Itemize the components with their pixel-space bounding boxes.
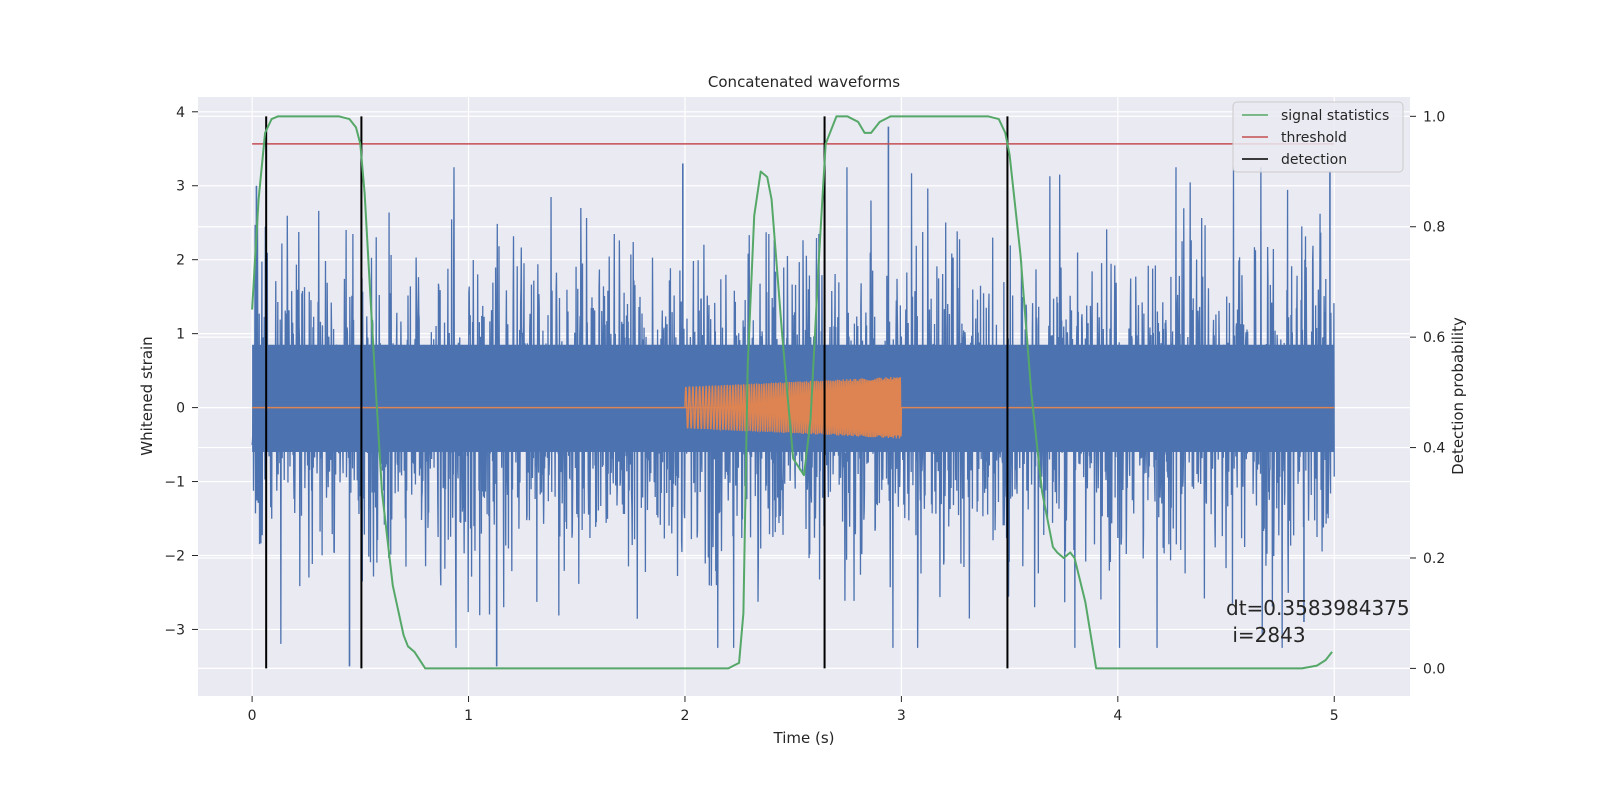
axes: 0 1 2 3 4 5 −3 −2 −1 0 1 2 3 4 0.0 0.2 0.4 0.6 0.8 1.0 xyxy=(164,105,1445,724)
x-tick-label-5: 5 xyxy=(1330,708,1339,724)
legend-label-signal-statistics: signal statistics xyxy=(1281,108,1389,124)
annotation-i: i=2843 xyxy=(1226,623,1306,647)
x-tick-label-2: 2 xyxy=(681,708,690,724)
y-tick-label-5: 2 xyxy=(176,253,185,269)
y-right-tick-label-5: 1.0 xyxy=(1423,109,1445,125)
y-axis-label: Whitened strain xyxy=(138,336,156,455)
annotation-dt: dt=0.3583984375 xyxy=(1226,596,1410,620)
y-tick-label-7: 4 xyxy=(176,105,185,121)
x-axis-label: Time (s) xyxy=(773,729,835,747)
x-tick-label-3: 3 xyxy=(897,708,906,724)
legend-box xyxy=(1232,101,1404,173)
legend-label-threshold: threshold xyxy=(1281,130,1347,146)
legend: signal statistics threshold detection xyxy=(1232,101,1404,173)
y-right-tick-label-0: 0.0 xyxy=(1423,661,1445,677)
legend-label-detection: detection xyxy=(1281,152,1347,168)
chart-title: Concatenated waveforms xyxy=(708,73,900,91)
y-tick-label-3: 0 xyxy=(176,401,185,417)
y-axis-right-label: Detection probability xyxy=(1449,317,1467,475)
y-tick-label-4: 1 xyxy=(176,327,185,343)
data-layer xyxy=(251,115,1335,670)
y-right-tick-label-1: 0.2 xyxy=(1423,551,1445,567)
y-tick-label-2: −1 xyxy=(164,475,185,491)
y-tick-label-6: 3 xyxy=(176,179,185,195)
y-right-tick-label-2: 0.4 xyxy=(1423,441,1445,457)
x-tick-label-0: 0 xyxy=(248,708,257,724)
signal-statistics-line xyxy=(251,115,1333,670)
y-tick-label-1: −2 xyxy=(164,548,185,564)
x-tick-label-1: 1 xyxy=(464,708,473,724)
x-tick-label-4: 4 xyxy=(1113,708,1122,724)
chirp-series-line xyxy=(684,377,903,439)
y-right-tick-label-4: 0.8 xyxy=(1423,220,1445,236)
y-tick-label-0: −3 xyxy=(164,622,185,638)
y-right-tick-label-3: 0.6 xyxy=(1423,330,1445,346)
